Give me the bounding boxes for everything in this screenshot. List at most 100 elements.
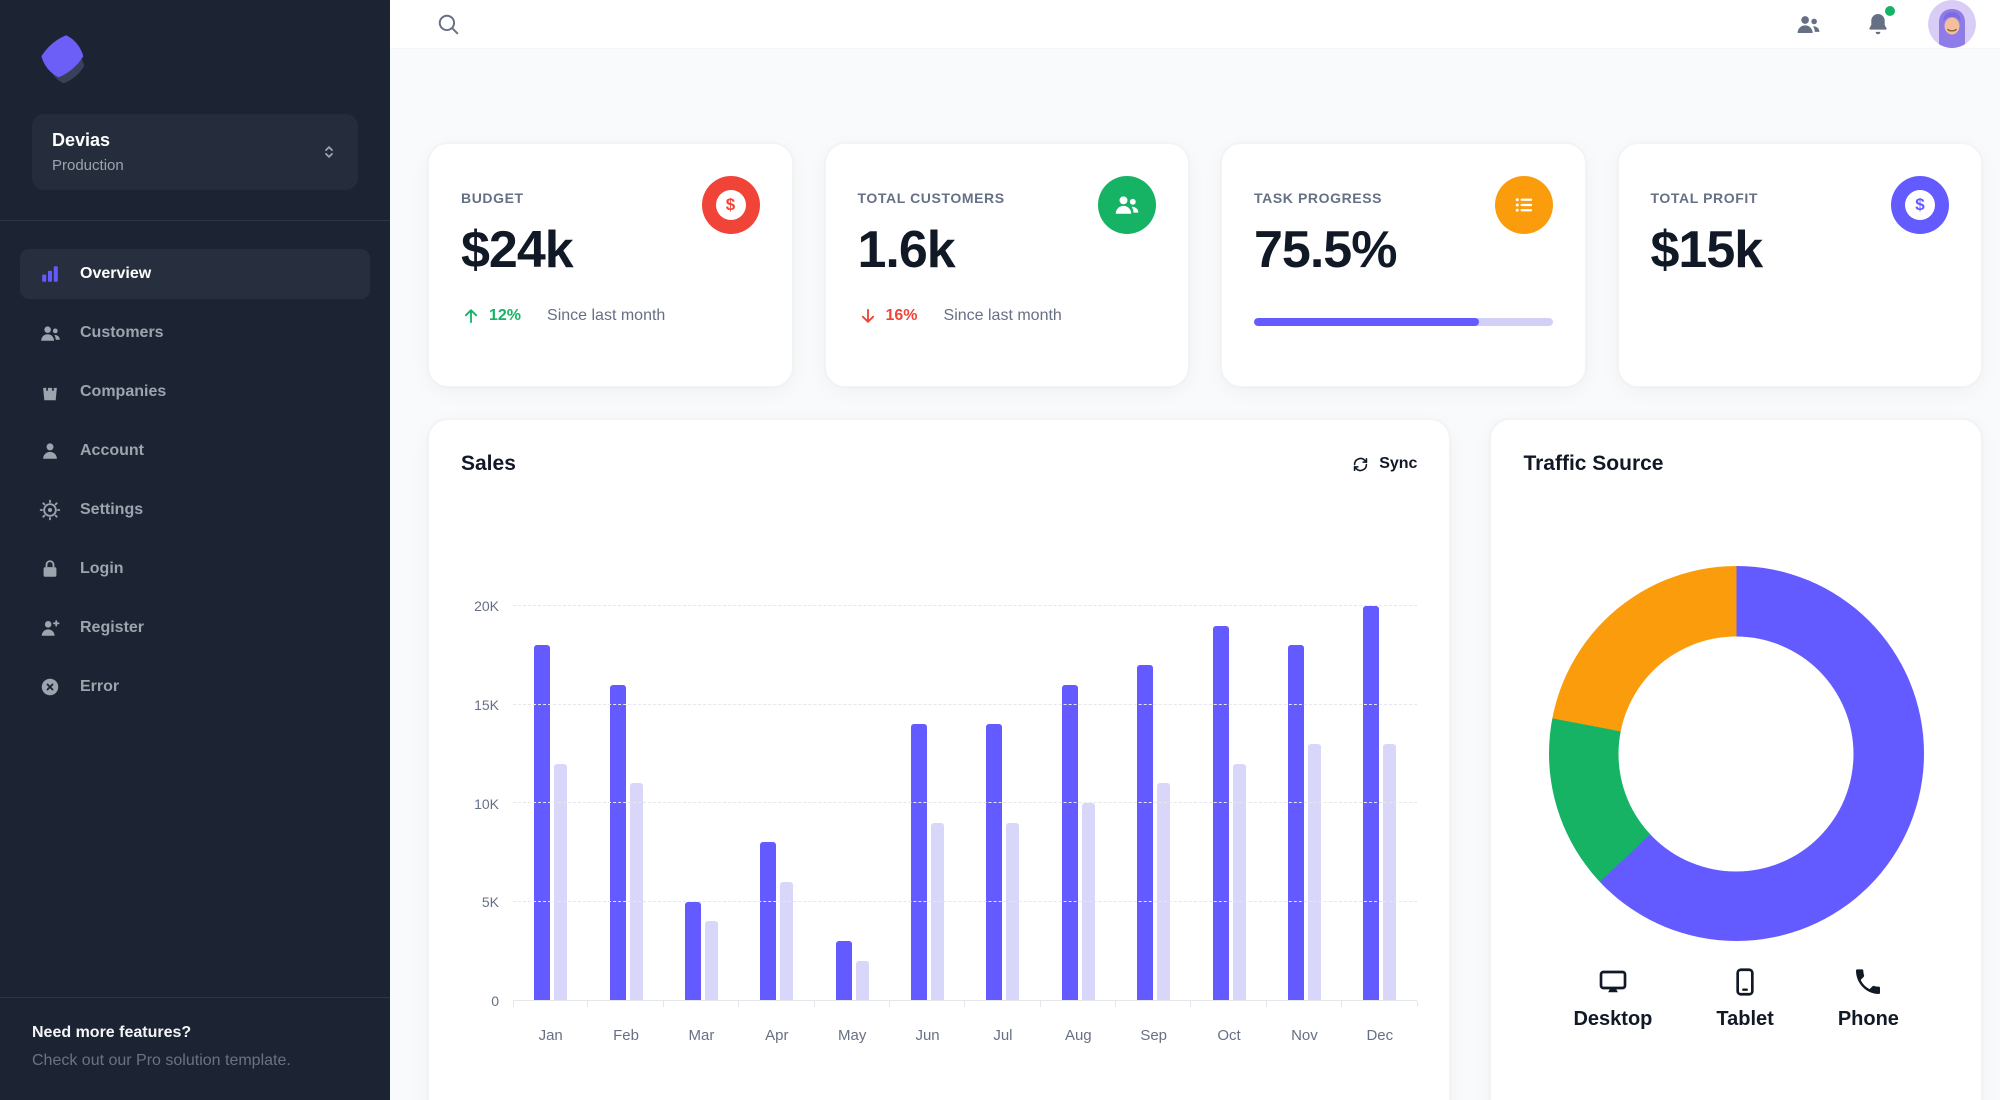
gridline xyxy=(513,703,1418,705)
bar-this-year xyxy=(986,724,1003,1000)
bar-group-aug xyxy=(1041,606,1117,1007)
notification-dot xyxy=(1885,6,1895,16)
x-axis-label: Jun xyxy=(915,1027,940,1044)
sidebar-footer: Need more features? Check out our Pro so… xyxy=(0,997,390,1100)
workspace-selector[interactable]: Devias Production xyxy=(32,114,358,190)
y-axis-tick: 5K xyxy=(481,894,499,911)
bar-last-year xyxy=(1307,743,1321,1000)
stat-value: 75.5% xyxy=(1254,221,1397,279)
shopping-bag-icon xyxy=(38,380,62,404)
contacts-users-icon[interactable] xyxy=(1788,4,1828,44)
bar-last-year xyxy=(1081,803,1095,1000)
x-axis-label: Jan xyxy=(538,1027,563,1044)
x-axis-label: May xyxy=(838,1027,867,1044)
bar-this-year xyxy=(1287,645,1304,1000)
trend-value: 12% xyxy=(489,307,522,324)
user-plus-icon xyxy=(38,616,62,640)
devias-logo-icon xyxy=(32,30,88,86)
main-area: BUDGET $24k $ 12% Since last month xyxy=(390,0,2000,1100)
gridline xyxy=(513,605,1418,606)
traffic-legend: Desktop Tablet xyxy=(1523,966,1949,1031)
task-progress-card: TASK PROGRESS 75.5% xyxy=(1221,143,1586,387)
bar-last-year xyxy=(1383,743,1397,1000)
footer-title: Need more features? xyxy=(32,1024,192,1041)
currency-dollar-icon: $ xyxy=(701,176,760,234)
x-axis-label: Feb xyxy=(613,1027,639,1044)
x-axis: Jan Feb Mar Apr May Jun Jul Aug Sep Oct Nov Dec xyxy=(513,1027,1417,1044)
bar-group-jan xyxy=(513,606,589,1007)
gridline xyxy=(513,900,1418,902)
sales-bar-chart: 0 5K 10K 15K 20K xyxy=(461,598,1418,1009)
gear-icon xyxy=(38,498,62,522)
x-axis-label: Mar xyxy=(688,1027,715,1044)
currency-dollar-icon: $ xyxy=(1891,176,1949,234)
arrow-down-icon xyxy=(858,306,878,326)
sales-title: Sales xyxy=(461,452,516,475)
sidebar-top: Devias Production xyxy=(0,0,390,190)
y-axis-tick: 0 xyxy=(491,993,499,1009)
sidebar-item-companies[interactable]: Companies xyxy=(20,367,370,417)
bar-last-year xyxy=(931,822,945,1000)
x-axis-label: Jul xyxy=(993,1027,1013,1044)
bar-last-year xyxy=(1006,822,1020,1000)
sidebar-item-error[interactable]: Error xyxy=(20,662,370,712)
legend-label: Desktop xyxy=(1573,1008,1653,1030)
bar-last-year xyxy=(629,783,643,1000)
tablet-icon xyxy=(1729,966,1761,998)
workspace-info: Devias Production xyxy=(52,130,124,174)
arrow-up-icon xyxy=(461,306,481,326)
x-axis-label: Aug xyxy=(1064,1027,1092,1044)
bar-this-year xyxy=(1363,606,1380,1000)
sidebar-item-label: Account xyxy=(80,442,144,459)
topbar xyxy=(390,0,2000,49)
sidebar-item-settings[interactable]: Settings xyxy=(20,485,370,535)
sidebar: Devias Production Overview xyxy=(0,0,390,1100)
refresh-icon xyxy=(1351,455,1370,474)
footer-subtitle: Check out our Pro solution template. xyxy=(32,1052,291,1069)
y-axis: 0 5K 10K 15K 20K xyxy=(461,598,513,1009)
sales-bars xyxy=(513,606,1418,1007)
sidebar-item-account[interactable]: Account xyxy=(20,426,370,476)
chart-bar-icon xyxy=(38,262,62,286)
sync-button[interactable]: Sync xyxy=(1351,455,1417,474)
sidebar-item-login[interactable]: Login xyxy=(20,544,370,594)
bar-group-jun xyxy=(890,606,966,1007)
phone-icon xyxy=(1852,966,1884,998)
sidebar-item-label: Settings xyxy=(80,501,144,518)
bar-group-nov xyxy=(1267,606,1343,1007)
bar-this-year xyxy=(911,724,928,1000)
bar-last-year xyxy=(554,763,568,1000)
x-circle-icon xyxy=(38,675,62,699)
traffic-donut-chart xyxy=(1548,566,1924,941)
list-bullets-icon xyxy=(1494,176,1553,234)
legend-label: Phone xyxy=(1837,1008,1899,1030)
legend-label: Tablet xyxy=(1716,1008,1774,1030)
bar-this-year xyxy=(1212,625,1229,1000)
y-axis-tick: 15K xyxy=(474,696,499,713)
sidebar-item-overview[interactable]: Overview xyxy=(20,249,370,299)
gridline xyxy=(513,802,1418,803)
avatar[interactable] xyxy=(1928,0,1976,48)
bar-this-year xyxy=(760,842,777,1000)
sidebar-item-register[interactable]: Register xyxy=(20,603,370,653)
legend-item-phone: Phone xyxy=(1838,966,1899,1031)
trend-value: 16% xyxy=(885,307,918,324)
bar-group-oct xyxy=(1191,606,1268,1007)
bar-group-sep xyxy=(1116,606,1192,1007)
workspace-environment: Production xyxy=(52,157,124,174)
notifications-bell-icon[interactable] xyxy=(1858,4,1898,44)
stat-value: 1.6k xyxy=(857,221,956,279)
sidebar-divider xyxy=(0,220,390,221)
search-icon[interactable] xyxy=(428,4,468,44)
sidebar-item-label: Login xyxy=(80,560,124,577)
traffic-source-card: Traffic Source Desktop xyxy=(1490,419,1982,1100)
bar-this-year xyxy=(835,940,852,1000)
x-axis-label: Sep xyxy=(1140,1027,1168,1044)
bar-group-jul xyxy=(965,606,1042,1007)
bar-group-apr xyxy=(739,606,815,1007)
sidebar-item-customers[interactable]: Customers xyxy=(20,308,370,358)
bar-last-year xyxy=(1232,763,1246,1000)
stat-label: TASK PROGRESS xyxy=(1254,190,1383,206)
trend-caption: Since last month xyxy=(943,307,1062,324)
bar-this-year xyxy=(609,684,626,1000)
